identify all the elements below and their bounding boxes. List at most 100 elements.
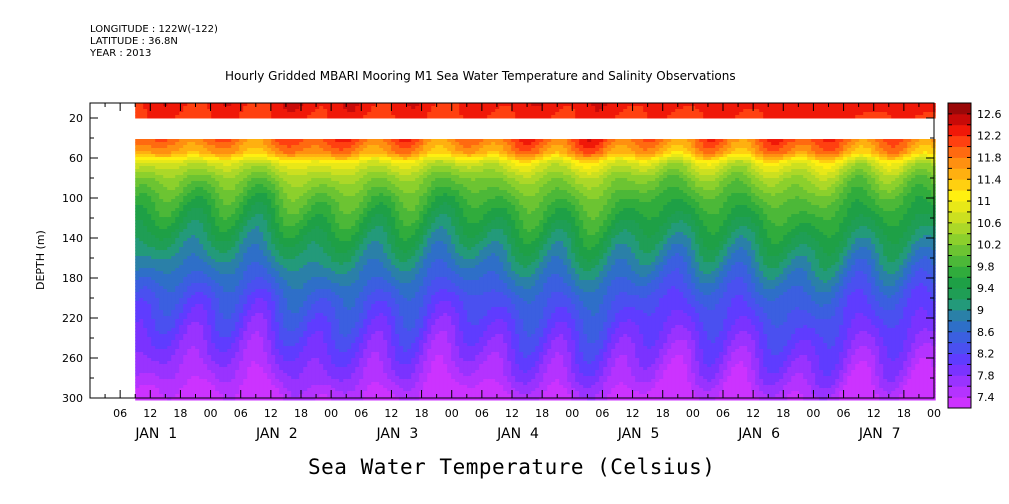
heatmap-cell (143, 286, 148, 290)
heatmap-cell (291, 361, 296, 365)
heatmap-cell (251, 385, 256, 389)
heatmap-cell (251, 205, 256, 209)
heatmap-cell (271, 142, 276, 146)
heatmap-cell (259, 172, 264, 176)
heatmap-cell (279, 334, 284, 338)
heatmap-cell (323, 106, 328, 110)
heatmap-cell (163, 361, 168, 365)
heatmap-cell (195, 241, 200, 245)
heatmap-cell (335, 361, 340, 365)
heatmap-cell (283, 295, 288, 299)
heatmap-cell (139, 289, 144, 293)
heatmap-cell (231, 106, 236, 110)
heatmap-cell (271, 115, 276, 119)
heatmap-cell (327, 229, 332, 233)
heatmap-cell (275, 196, 280, 200)
heatmap-cell (175, 352, 180, 356)
heatmap-cell (255, 175, 260, 179)
heatmap-cell (315, 160, 320, 164)
heatmap-cell (287, 364, 292, 368)
heatmap-cell (191, 205, 196, 209)
heatmap-cell (251, 217, 256, 221)
heatmap-cell (199, 322, 204, 326)
heatmap-cell (223, 325, 228, 329)
heatmap-cell (303, 244, 308, 248)
heatmap-cell (323, 367, 328, 371)
heatmap-cell (191, 334, 196, 338)
heatmap-cell (303, 358, 308, 362)
heatmap-cell (239, 292, 244, 296)
heatmap-cell (271, 352, 276, 356)
heatmap-cell (247, 235, 252, 239)
heatmap-cell (275, 115, 280, 119)
heatmap-cell (167, 367, 172, 371)
heatmap-cell (151, 175, 156, 179)
heatmap-cell (251, 382, 256, 386)
heatmap-cell (343, 310, 348, 314)
heatmap-cell (215, 151, 220, 155)
heatmap-cell (215, 244, 220, 248)
heatmap-cell (211, 223, 216, 227)
heatmap-cell (327, 226, 332, 230)
heatmap-cell (295, 229, 300, 233)
heatmap-cell (347, 361, 352, 365)
heatmap-cell (247, 346, 252, 350)
heatmap-cell (239, 295, 244, 299)
heatmap-cell (143, 151, 148, 155)
heatmap-cell (251, 229, 256, 233)
heatmap-cell (247, 268, 252, 272)
heatmap-cell (159, 376, 164, 380)
heatmap-cell (147, 172, 152, 176)
heatmap-cell (323, 214, 328, 218)
heatmap-cell (175, 187, 180, 191)
heatmap-cell (331, 349, 336, 353)
heatmap-cell (259, 178, 264, 182)
heatmap-cell (195, 238, 200, 242)
heatmap-cell (271, 106, 276, 110)
heatmap-cell (275, 316, 280, 320)
heatmap-cell (251, 343, 256, 347)
heatmap-cell (267, 148, 272, 152)
heatmap-cell (215, 340, 220, 344)
heatmap-cell (243, 220, 248, 224)
heatmap-cell (159, 358, 164, 362)
heatmap-cell (339, 235, 344, 239)
heatmap-cell (227, 229, 232, 233)
heatmap-cell (171, 103, 176, 107)
heatmap-cell (179, 340, 184, 344)
heatmap-cell (135, 382, 140, 386)
heatmap-cell (219, 361, 224, 365)
heatmap-cell (199, 142, 204, 146)
heatmap-cell (179, 217, 184, 221)
heatmap-cell (343, 328, 348, 332)
heatmap-cell (199, 175, 204, 179)
heatmap-cell (291, 214, 296, 218)
heatmap-cell (243, 181, 248, 185)
heatmap-cell (339, 379, 344, 383)
heatmap-cell (187, 340, 192, 344)
heatmap-cell (339, 355, 344, 359)
heatmap-cell (291, 232, 296, 236)
heatmap-cell (279, 268, 284, 272)
heatmap-cell (283, 244, 288, 248)
heatmap-cell (147, 247, 152, 251)
heatmap-cell (347, 247, 352, 251)
heatmap-cell (211, 373, 216, 377)
heatmap-cell (275, 139, 280, 143)
heatmap-cell (251, 340, 256, 344)
heatmap-cell (235, 346, 240, 350)
heatmap-cell (263, 304, 268, 308)
heatmap-cell (275, 256, 280, 260)
heatmap-cell (167, 385, 172, 389)
heatmap-cell (347, 346, 352, 350)
heatmap-cell (343, 148, 348, 152)
heatmap-cell (231, 331, 236, 335)
heatmap-cell (211, 316, 216, 320)
heatmap-cell (335, 205, 340, 209)
heatmap-cell (187, 385, 192, 389)
heatmap-cell (139, 226, 144, 230)
heatmap-cell (135, 151, 140, 155)
heatmap-cell (275, 337, 280, 341)
heatmap-cell (191, 241, 196, 245)
heatmap-cell (243, 268, 248, 272)
